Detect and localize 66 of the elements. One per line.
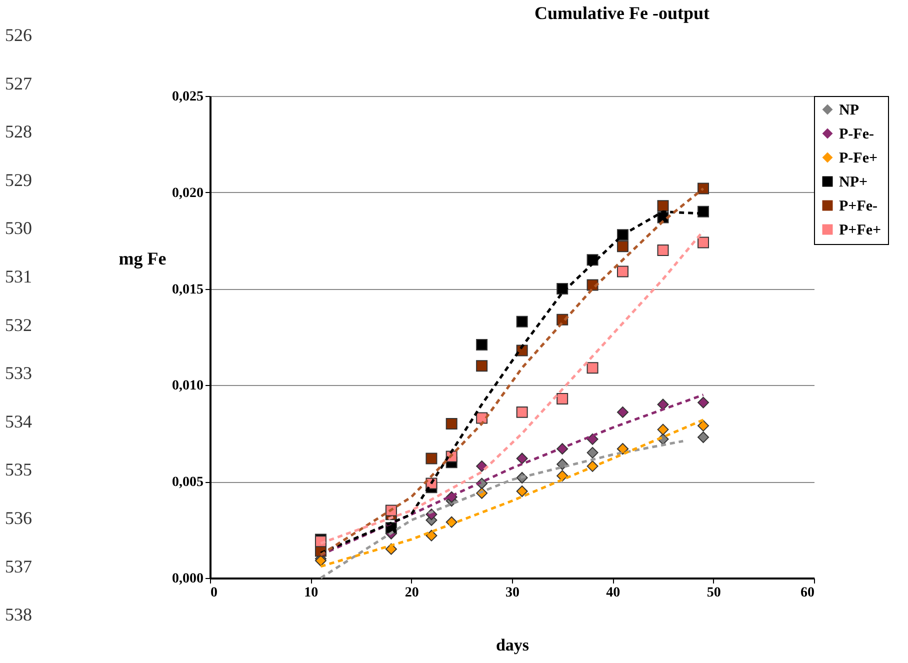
text: 534: [5, 411, 32, 432]
x-tick-label: 60: [800, 586, 814, 600]
legend-label: NP: [839, 102, 859, 118]
point: [698, 432, 710, 443]
point: [426, 452, 438, 464]
point: [698, 396, 710, 408]
point: [616, 406, 628, 418]
chart-title: Cumulative Fe -output: [534, 3, 710, 23]
point: [556, 458, 568, 470]
point: [698, 206, 710, 218]
point: [426, 530, 438, 542]
text: 533: [5, 363, 32, 384]
point: [516, 316, 528, 328]
point: [616, 240, 628, 252]
point: [476, 338, 488, 350]
point: [698, 236, 710, 248]
text: 527: [5, 73, 32, 94]
point: [476, 360, 488, 372]
y-tick-label: 0,005: [172, 475, 204, 490]
point: [446, 418, 458, 430]
text: 535: [5, 460, 32, 480]
text: 529: [5, 170, 32, 190]
point: [657, 244, 669, 256]
y-tick-label: 0,025: [172, 90, 204, 104]
point: [516, 485, 528, 497]
text: 538: [5, 604, 32, 625]
y-axis-title: mg Fe: [118, 248, 166, 268]
point: [698, 420, 710, 432]
legend-label: P-Fe-: [839, 126, 874, 142]
x-tick-label: 10: [304, 586, 318, 600]
point: [586, 362, 598, 374]
point: [556, 470, 568, 482]
y-tick-label: 0,020: [172, 186, 204, 201]
text: 528: [5, 122, 32, 142]
x-axis-title: days: [496, 636, 530, 654]
text: 537: [5, 556, 32, 576]
text: 532: [5, 314, 32, 335]
point: [516, 452, 528, 464]
x-tick-label: 50: [706, 586, 721, 600]
legend-label: NP+: [839, 174, 868, 190]
y-tick-label: 0,010: [172, 378, 204, 394]
point: [556, 392, 568, 404]
x-tick-label: 0: [210, 586, 218, 600]
point: [657, 200, 669, 212]
x-tick-label: 30: [506, 586, 520, 600]
text: 526: [5, 25, 32, 45]
point: [516, 406, 528, 418]
legend-label: P-Fe+: [839, 150, 878, 166]
point: [556, 283, 568, 295]
text: 530: [5, 218, 32, 238]
x-tick-label: 20: [404, 586, 419, 600]
point: [586, 433, 598, 445]
point: [698, 182, 710, 194]
point: [476, 460, 488, 472]
x-tick-label: 40: [606, 586, 620, 600]
point: [616, 266, 628, 278]
text: 531: [5, 266, 32, 286]
legend-label: P+Fe+: [839, 222, 882, 238]
y-tick-label: 0,000: [172, 572, 204, 586]
point: [657, 424, 669, 436]
point: [385, 543, 397, 555]
y-tick-label: 0,015: [172, 282, 204, 298]
legend-label: P+Fe-: [839, 198, 878, 214]
text: 536: [5, 508, 32, 528]
point: [586, 446, 598, 458]
line-series: [319, 440, 684, 580]
